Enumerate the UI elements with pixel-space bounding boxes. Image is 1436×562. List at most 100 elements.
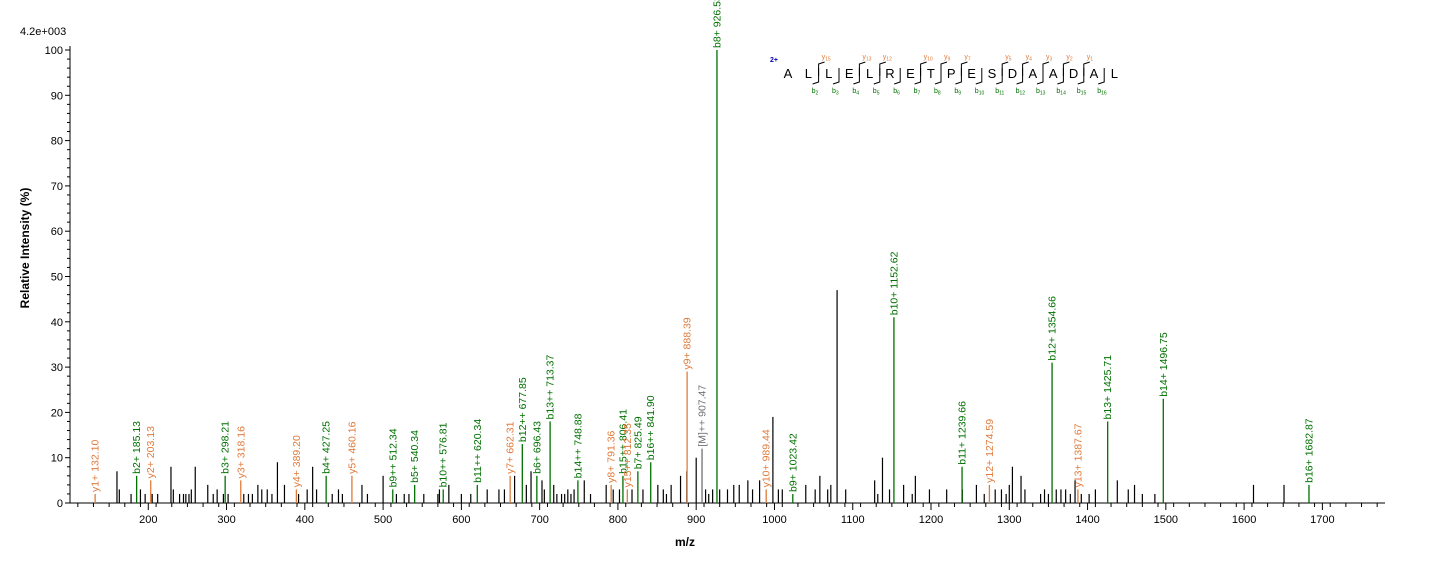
b-cleavage-mark (975, 68, 983, 85)
b-cleavage-mark (934, 68, 942, 85)
b-ion-number: 16 (1101, 91, 1107, 97)
peak-label: b9++ 512.34 (387, 428, 399, 487)
b-ion-label: b9 (954, 88, 961, 97)
b-cleavage-mark (873, 68, 881, 85)
peak-label: b14++ 748.88 (572, 413, 584, 478)
peak-label: b7+ 825.49 (632, 416, 644, 469)
peak-label: y7+ 662.31 (505, 421, 517, 473)
y-ion-label: y3 (1046, 54, 1053, 63)
y-axis-ticks: 0 10 20 30 40 50 60 70 80 90 100 (45, 45, 70, 510)
y-ion-number: 2 (1070, 57, 1073, 63)
peak-label: b16+ 1682.87 (1303, 418, 1315, 483)
b-ion-label: b2 (812, 88, 819, 97)
b-ion-label: b13 (1036, 88, 1046, 97)
peak-label: b2+ 185.13 (131, 421, 143, 474)
residue: A (784, 66, 793, 81)
b-cleavage-mark (812, 68, 820, 85)
peak-label: y9+ 888.39 (682, 317, 694, 369)
y-tick-label: 60 (51, 226, 63, 238)
peak-label: b8+ 926.53 (711, 0, 723, 48)
peak-label: b12+ 1354.66 (1047, 296, 1059, 361)
b-cleavage-mark (1036, 68, 1044, 85)
peak-label: b13++ 713.37 (545, 354, 557, 419)
y-ion-label: y5 (1005, 54, 1012, 63)
y-cleavage-mark (818, 61, 825, 76)
y-tick-label: 90 (51, 90, 63, 102)
b-ion-label: b4 (852, 88, 859, 97)
y-tick-label: 20 (51, 407, 63, 419)
b-ion-number: 7 (918, 91, 921, 97)
b-ion-number: 3 (836, 91, 839, 97)
y-tick-label: 30 (51, 362, 63, 374)
b-ion-number: 15 (1081, 91, 1087, 97)
peak-label: y4+ 389.20 (291, 435, 303, 487)
b-ion-label: b8 (934, 88, 941, 97)
x-tick-label: 600 (452, 514, 470, 526)
x-tick-label: 1300 (997, 514, 1021, 526)
y-ion-label: y10 (924, 54, 933, 63)
y-tick-label: 80 (51, 136, 63, 148)
residue: R (885, 66, 894, 81)
peak-label: y10+ 989.44 (761, 429, 773, 487)
b-cleavage-mark (996, 68, 1003, 85)
residue: L (825, 66, 832, 81)
y-tick-label: 100 (45, 45, 63, 57)
y-ion-number: 5 (1009, 57, 1012, 63)
peak-label: y5+ 460.16 (346, 421, 358, 473)
peak-annotations: y1+ 132.10 b2+ 185.13 y2+ 203.13 b3+ 298.21… (90, 0, 1316, 492)
peak-label: b11+ 1239.66 (957, 401, 969, 465)
y-ion-label: y15 (822, 54, 831, 63)
b-ion-number: 14 (1060, 91, 1066, 97)
y-ion-number: 7 (968, 57, 971, 63)
y-cleavage-mark (920, 61, 927, 76)
b-cleavage-mark (1057, 68, 1064, 85)
y-axis-title: Relative Intensity (%) (18, 188, 32, 309)
b-ion-label: b12 (1016, 88, 1026, 97)
x-tick-label: 1400 (1075, 514, 1099, 526)
y-ion-label: y13 (862, 54, 871, 63)
b-cleavage-mark (955, 68, 962, 85)
peak-label: y2+ 203.13 (145, 426, 157, 478)
residue: L (805, 66, 812, 81)
peak-label: b6+ 696.43 (531, 421, 543, 474)
b-ion-number: 13 (1040, 91, 1046, 97)
x-tick-label: 200 (139, 514, 157, 526)
y-ion-label: y12 (883, 54, 892, 63)
peak-label: b9+ 1023.42 (787, 433, 799, 492)
residue: L (1111, 66, 1118, 81)
residue: S (988, 66, 997, 81)
peak-label: y12+ 1274.59 (984, 419, 996, 483)
peak-label: y8+ 791.36 (606, 430, 618, 482)
residue: L (866, 66, 873, 81)
y-tick-label: 0 (57, 498, 63, 510)
residue: P (947, 66, 956, 81)
y-tick-label: 10 (51, 453, 63, 465)
b-ion-label: b7 (914, 88, 921, 97)
x-tick-label: 300 (217, 514, 235, 526)
x-tick-label: 500 (374, 514, 392, 526)
peak-label: b4+ 427.25 (321, 421, 333, 474)
peak-label: b12++ 677.85 (517, 377, 529, 442)
plot-axes (69, 46, 1385, 504)
b-cleavage-mark (853, 68, 860, 85)
peak-label: y3+ 318.16 (235, 426, 247, 478)
b-ion-number: 10 (979, 91, 985, 97)
peak-label: b10+ 1152.62 (888, 251, 900, 315)
b-ion-number: 9 (958, 91, 961, 97)
b-cleavage-mark (914, 68, 922, 85)
residue: D (1008, 66, 1017, 81)
b-ion-number: 5 (877, 91, 880, 97)
b-ion-label: b3 (832, 88, 839, 97)
charge-state: 2+ (770, 57, 778, 64)
b-ion-number: 2 (816, 91, 819, 97)
x-tick-label: 1700 (1310, 514, 1334, 526)
peak-label: y13+ 1387.67 (1072, 423, 1084, 487)
x-tick-label: 1200 (919, 514, 943, 526)
residue: E (967, 66, 976, 81)
y-ion-label: y2 (1066, 54, 1073, 63)
x-tick-label: 1000 (762, 514, 786, 526)
x-tick-label: 700 (530, 514, 548, 526)
peak-label: b3+ 298.21 (220, 421, 232, 474)
b-ion-label: b11 (995, 88, 1004, 97)
